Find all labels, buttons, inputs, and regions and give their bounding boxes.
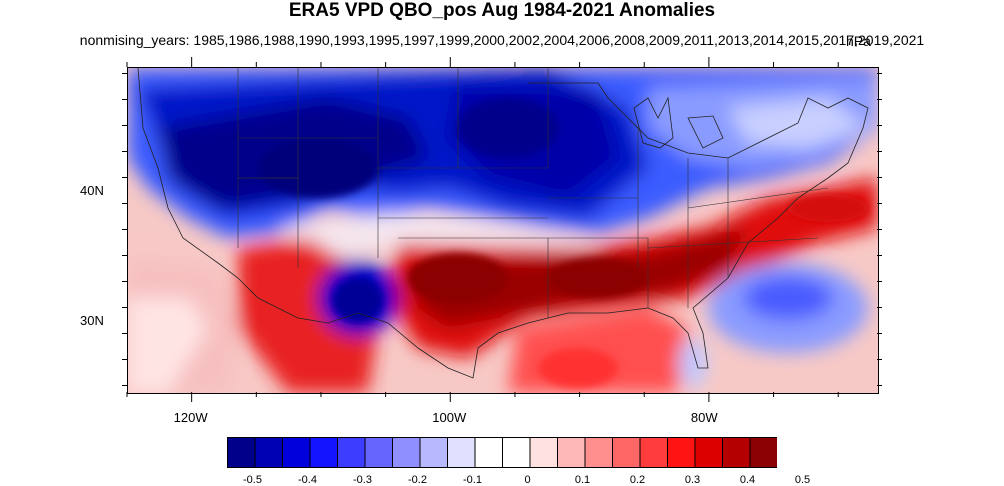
detail-shading (258, 98, 868, 388)
colorbar-box (529, 437, 558, 468)
colorbar-boxes (227, 437, 777, 468)
colorbar-box (309, 437, 338, 468)
colorbar-label: 0.5 (794, 474, 811, 486)
colorbar-label: -0.3 (353, 474, 372, 486)
state-borders (237, 68, 829, 318)
colorbar-box (337, 437, 366, 468)
units-label: hPa (846, 33, 871, 49)
colorbar-label: -0.5 (243, 474, 262, 486)
colorbar (227, 437, 777, 468)
colorbar-box (749, 437, 777, 468)
colorbar-label: 0 (524, 474, 531, 486)
colorbar-label: 0.2 (629, 474, 646, 486)
colorbar-box (447, 437, 476, 468)
lat-label: 30N (80, 312, 104, 328)
colorbar-label: -0.1 (463, 474, 482, 486)
colorbar-box (722, 437, 751, 468)
colorbar-label: 0.3 (684, 474, 701, 486)
colorbar-box (282, 437, 311, 468)
colorbar-label: 0.1 (574, 474, 591, 486)
coastline (137, 68, 869, 379)
colorbar-label: 0.4 (739, 474, 756, 486)
colorbar-box (584, 437, 613, 468)
lon-label: 80W (690, 410, 718, 425)
map-field (128, 68, 878, 393)
chart-subtitle: nonmising_years: 1985,1986,1988,1990,199… (79, 32, 925, 48)
chart-title: ERA5 VPD QBO_pos Aug 1984-2021 Anomalies (288, 0, 716, 21)
colorbar-box (639, 437, 668, 468)
colorbar-box (612, 437, 641, 468)
anomaly-shading (128, 68, 878, 393)
colorbar-box (364, 437, 393, 468)
colorbar-box (667, 437, 696, 468)
colorbar-box (227, 437, 256, 468)
colorbar-label: -0.2 (408, 474, 427, 486)
colorbar-box (392, 437, 421, 468)
colorbar-label: -0.4 (298, 474, 317, 486)
lat-label: 40N (80, 182, 104, 198)
colorbar-box (419, 437, 448, 468)
colorbar-box (694, 437, 723, 468)
great-lakes (633, 96, 724, 149)
lon-label: 100W (432, 410, 467, 425)
anomaly-map (127, 67, 879, 394)
lon-label: 120W (173, 410, 208, 425)
colorbar-box (557, 437, 586, 468)
colorbar-box (502, 437, 531, 468)
colorbar-box (474, 437, 503, 468)
colorbar-box (254, 437, 283, 468)
